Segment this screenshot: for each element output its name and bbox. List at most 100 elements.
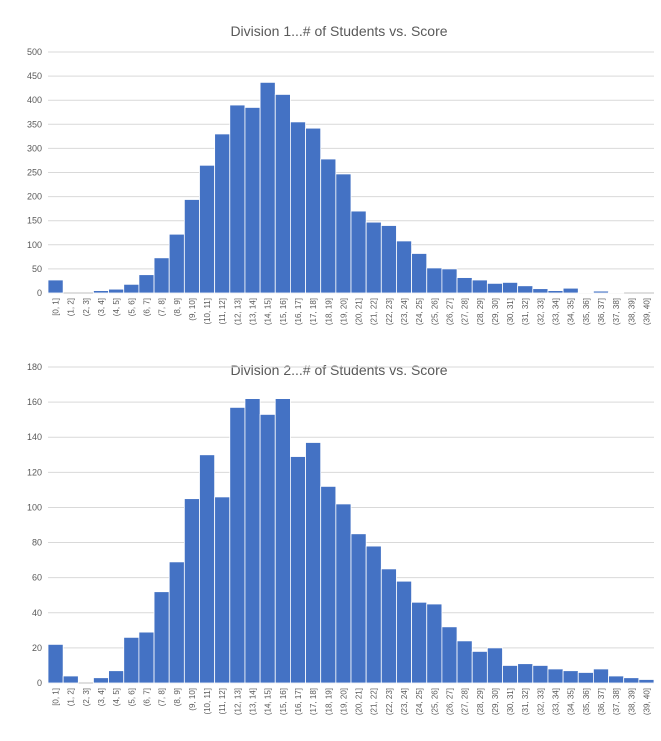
bar [138,631,155,684]
bar [441,268,458,294]
x-tick-label: (10, 11] [203,688,212,715]
bar [305,442,322,684]
y-tick-label: 80 [32,538,42,548]
bar [229,406,246,684]
bar [365,545,382,684]
bar [108,288,125,294]
x-tick-label: (28, 29] [476,298,485,325]
x-tick-label: (11, 12] [218,298,227,325]
x-tick-label: (24, 25] [415,298,424,325]
bar [274,94,291,294]
x-tick-label: (39, 40] [642,688,651,715]
x-tick-label: (24, 25] [415,688,424,715]
x-tick-label: (11, 12] [218,688,227,715]
division-1-histogram: Division 1...# of Students vs. Score 0 50… [27,23,654,325]
x-tick-label: (5, 6] [127,298,136,316]
bar [244,107,261,294]
bar [517,285,534,294]
bar [350,533,367,684]
y-tick-label: 120 [27,467,42,477]
x-tick-label: (15, 16] [279,688,288,715]
x-tick-label: (14, 15] [264,298,273,325]
x-tick-label: [0, 1] [52,298,61,316]
x-tick-label: (10, 11] [203,298,212,325]
bar [138,274,155,294]
x-tick-label: (33, 34] [552,298,561,325]
bar [168,561,185,684]
x-tick-label: (17, 18] [309,298,318,325]
x-tick-label: (22, 23] [385,688,394,715]
bar [396,240,413,294]
x-tick-label: (20, 21] [355,688,364,715]
x-tick-label: (16, 17] [294,688,303,715]
y-tick-label: 150 [27,216,42,226]
x-tick-label: (9, 10] [188,298,197,321]
x-tick-label: (9, 10] [188,688,197,711]
x-tick-label: (6, 7] [142,298,151,316]
x-tick-label: (31, 32] [521,688,530,715]
x-tick-label: (26, 27] [445,688,454,715]
x-tick-label: (32, 33] [536,298,545,325]
bar [411,601,428,684]
bar [456,640,473,684]
x-tick-label: (21, 22] [370,298,379,325]
bar [320,158,337,294]
y-tick-label: 450 [27,71,42,81]
x-tick-label: (36, 37] [597,688,606,715]
y-tick-label: 160 [27,397,42,407]
division-2-histogram: Division 2...# of Students vs. Score 0 20… [27,362,655,715]
y-tick-label: 400 [27,95,42,105]
bar [214,496,231,684]
bar [289,456,306,684]
x-tick-label: (36, 37] [597,298,606,325]
bar [396,580,413,684]
bar [320,485,337,684]
x-tick-label: (23, 24] [400,298,409,325]
bar [456,277,473,294]
x-tick-label: (39, 40] [642,298,651,325]
y-tick-label: 250 [27,168,42,178]
bar [199,454,216,684]
bar [532,288,549,294]
x-tick-label: (35, 36] [582,688,591,715]
bar [411,253,428,294]
y-tick-label: 0 [37,678,42,688]
x-tick-label: (23, 24] [400,688,409,715]
bar [562,287,579,294]
bar [502,665,519,684]
bar [426,603,443,684]
chart-title: Division 2...# of Students vs. Score [230,362,447,378]
x-tick-label: (2, 3] [82,298,91,316]
y-tick-label: 500 [27,47,42,57]
bar [244,398,261,684]
x-tick-label: (27, 28] [461,688,470,715]
bar [380,225,397,294]
x-tick-label: (15, 16] [279,298,288,325]
x-tick-label: (29, 30] [491,298,500,325]
bar [93,290,109,294]
bar [426,267,443,294]
bar [608,675,625,684]
bar [199,164,216,294]
bar [593,668,609,684]
y-tick-label: 20 [32,643,42,653]
bar [486,282,503,294]
bar [593,290,609,294]
x-tick-label: (33, 34] [552,688,561,715]
bar [259,414,276,684]
x-tick-label: (1, 2] [67,298,76,316]
bar [335,173,352,294]
bar [93,677,109,684]
x-tick-label: (38, 39] [627,298,636,325]
x-tick-label: (34, 35] [567,688,576,715]
bar [168,233,185,294]
x-tick-label: (34, 35] [567,298,576,325]
x-tick-label: (3, 4] [97,688,106,706]
x-tick-label: (19, 20] [339,298,348,325]
x-tick-label: (4, 5] [112,688,121,706]
y-tick-label: 50 [32,264,42,274]
x-tick-label: (26, 27] [445,298,454,325]
x-tick-label: (16, 17] [294,298,303,325]
x-tick-label: (7, 8] [158,298,167,316]
bar [623,677,640,684]
